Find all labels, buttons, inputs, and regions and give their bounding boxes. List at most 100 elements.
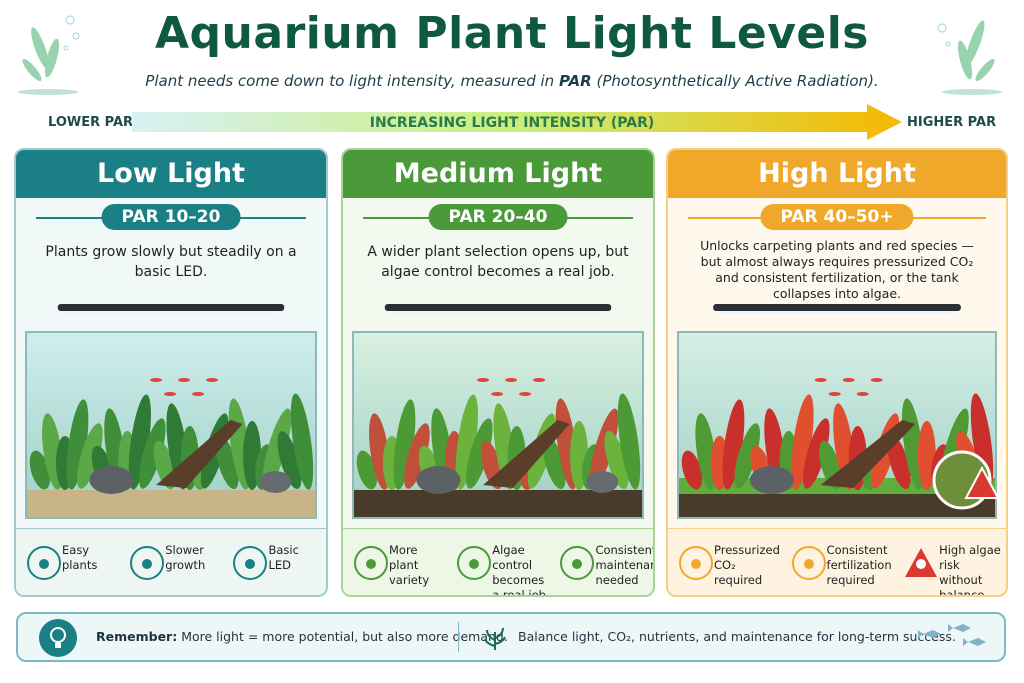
plant <box>466 418 493 489</box>
fish <box>505 378 518 382</box>
light-bar <box>57 304 285 311</box>
subtitle: Plant needs come down to light intensity… <box>0 72 1024 90</box>
icon-dot <box>39 559 49 569</box>
par-range: PAR 10–20 <box>101 204 241 230</box>
footer-tip: Balance light, CO₂, nutrients, and maint… <box>518 629 956 644</box>
fish <box>164 392 177 396</box>
fish <box>519 392 532 396</box>
plant-decoration <box>937 20 1002 95</box>
feature-icon <box>679 546 713 580</box>
feature-text: Algae control becomes a real job <box>492 543 546 597</box>
footer: Remember: More light = more potential, b… <box>16 612 1006 662</box>
aquarium-tank <box>677 304 1000 519</box>
divider <box>458 622 459 652</box>
plant <box>617 393 641 490</box>
scale-left: LOWER PAR <box>48 115 134 130</box>
subtitle-text: (Photosynthetically Active Radiation). <box>591 72 879 90</box>
fish <box>477 378 490 382</box>
panel-description: A wider plant selection opens up, but al… <box>367 244 629 280</box>
panel: Low Light PAR 10–20 Plants grow slowly but… <box>14 148 328 597</box>
plant <box>734 423 760 489</box>
subtitle-bold: PAR <box>558 72 592 90</box>
driftwood <box>483 420 570 488</box>
icon-dot <box>803 559 814 569</box>
feature: Pressurized CO₂ required <box>668 541 780 591</box>
features: More plant variety Algae control becomes … <box>343 528 653 595</box>
feature: Consistent fertilization required <box>781 541 893 591</box>
feature-icon <box>130 546 165 580</box>
substrate <box>27 490 315 517</box>
title: Aquarium Plant Light Levels <box>155 8 869 59</box>
panel-title: High Light <box>668 150 1006 198</box>
plant-decoration <box>18 15 80 95</box>
plant <box>139 418 166 489</box>
icon-ring <box>233 546 268 580</box>
plant <box>542 435 566 490</box>
plant <box>277 431 302 489</box>
plant <box>604 431 629 489</box>
fish-decoration <box>918 624 986 646</box>
feature: Algae control becomes a real job <box>446 541 548 595</box>
icon-dot <box>366 559 376 569</box>
driftwood <box>820 420 916 488</box>
plant <box>393 399 416 490</box>
features: Pressurized CO₂ required Consistent ferti… <box>668 528 1006 595</box>
icon-dot <box>245 559 256 569</box>
panel-title: Low Light <box>16 150 326 198</box>
icon-dot <box>142 559 153 569</box>
feature: High algae risk without balance <box>893 541 1005 595</box>
icon-ring <box>560 546 595 580</box>
rock <box>416 466 461 494</box>
fish <box>870 378 883 382</box>
feature-icon <box>560 546 595 580</box>
fish <box>491 392 504 396</box>
feature-text: More plant variety <box>389 543 430 587</box>
fish <box>856 392 869 396</box>
icon-ring <box>130 546 165 580</box>
plant <box>455 394 478 490</box>
panel-description: Plants grow slowly but steadily on a bas… <box>45 244 297 280</box>
fish <box>206 378 219 382</box>
rock <box>586 471 619 493</box>
aquarium-tank <box>25 304 317 519</box>
feature: Slower growth <box>119 541 221 591</box>
panel-description: Unlocks carpeting plants and red species… <box>700 238 974 301</box>
par-range: PAR 20–40 <box>428 204 568 230</box>
plant <box>791 394 814 490</box>
icon-ring <box>679 546 713 580</box>
light-glow <box>390 311 606 314</box>
feature: More plant variety <box>343 541 445 591</box>
plant <box>681 450 703 490</box>
plant <box>66 399 89 490</box>
icon-dot <box>572 559 583 569</box>
icon-ring <box>27 546 61 580</box>
light-glow <box>63 311 279 314</box>
scale-right: HIGHER PAR <box>907 115 997 130</box>
icon-ring <box>791 546 826 580</box>
driftwood <box>156 420 243 488</box>
panel: Medium Light PAR 20–40 A wider plant selec… <box>341 148 655 597</box>
footer-bold: Remember: <box>96 629 178 644</box>
icon-dot <box>691 559 701 569</box>
icon-dot <box>916 559 927 569</box>
fish <box>533 378 546 382</box>
intensity-arrow <box>132 104 902 140</box>
plant <box>128 394 151 490</box>
fish <box>842 378 855 382</box>
feature-icon <box>791 546 826 580</box>
feature-text: Easy plants <box>62 543 98 572</box>
warning-badge <box>964 465 1000 499</box>
fish <box>814 378 827 382</box>
plant <box>290 393 314 490</box>
plant <box>77 423 103 489</box>
light-glow <box>719 311 955 314</box>
icon-ring <box>354 546 388 580</box>
footer-text: More light = more potential, but also mo… <box>177 629 508 644</box>
feature-text: Pressurized CO₂ required <box>714 543 780 587</box>
feature-text: Basic LED <box>268 543 299 572</box>
feature: Easy plants <box>16 541 118 591</box>
fish <box>150 378 163 382</box>
plant <box>887 435 911 490</box>
fish <box>178 378 191 382</box>
